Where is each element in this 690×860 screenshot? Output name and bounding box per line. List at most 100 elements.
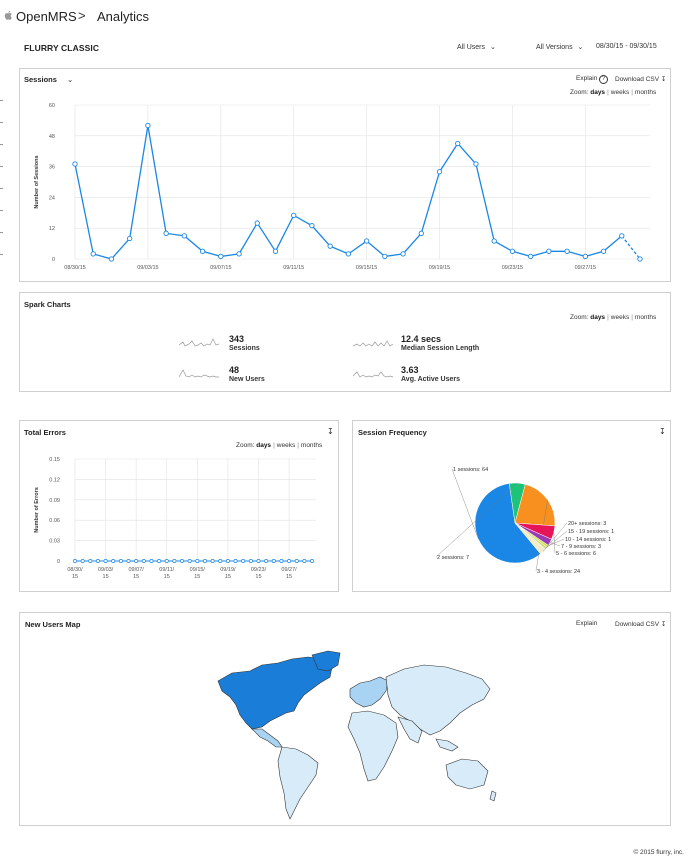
data-point bbox=[145, 122, 151, 129]
zoom-days[interactable]: days bbox=[256, 442, 272, 449]
download-csv-link[interactable]: Download CSV ↧ bbox=[615, 75, 666, 83]
zoom-weeks[interactable]: weeks bbox=[610, 89, 630, 96]
pie-label: 10 - 14 sessions: 1 bbox=[565, 537, 611, 543]
x-tick-year: 15 bbox=[194, 574, 200, 580]
x-tick-year: 15 bbox=[103, 574, 109, 580]
pie-leader-line bbox=[547, 538, 565, 547]
pie-leader-line bbox=[546, 530, 568, 549]
download-icon[interactable]: ↧ bbox=[327, 427, 334, 436]
section-title: FLURRY CLASSIC bbox=[24, 43, 100, 53]
spark-zoom: Zoom: days | weeks | months bbox=[570, 314, 657, 321]
data-point bbox=[382, 253, 388, 260]
pie-label: 1 sessions: 64 bbox=[453, 467, 488, 473]
y-axis-label: Number of Sessions bbox=[34, 155, 40, 208]
data-point bbox=[134, 559, 139, 563]
download-csv-link[interactable]: Download CSV ↧ bbox=[615, 620, 666, 628]
pie-label: 15 - 19 sessions: 1 bbox=[568, 529, 614, 535]
spark-line bbox=[179, 338, 220, 347]
zoom-weeks[interactable]: weeks bbox=[610, 314, 630, 321]
spark-label: New Users bbox=[229, 376, 265, 383]
data-point bbox=[546, 248, 552, 254]
map-region-greenland bbox=[311, 650, 341, 672]
zoom-days[interactable]: days bbox=[590, 314, 606, 321]
data-point bbox=[254, 220, 260, 226]
x-tick-year: 15 bbox=[255, 574, 261, 580]
x-tick-label: 09/15/15 bbox=[356, 265, 377, 271]
pie-label: 3 - 4 sessions: 24 bbox=[537, 569, 580, 575]
users-filter[interactable]: All Users ⌄ bbox=[457, 43, 496, 51]
data-point bbox=[80, 559, 85, 563]
data-point bbox=[218, 559, 223, 563]
explain-link[interactable]: Explain ? bbox=[576, 75, 609, 84]
x-tick-label: 09/27/15 bbox=[575, 265, 596, 271]
data-point bbox=[272, 248, 279, 254]
data-point bbox=[103, 559, 108, 563]
data-point bbox=[294, 559, 299, 563]
errors-title: Total Errors bbox=[24, 428, 66, 437]
data-point bbox=[236, 251, 242, 257]
zoom-label: Zoom: bbox=[236, 442, 255, 449]
map-region-asia bbox=[385, 664, 491, 736]
data-point bbox=[210, 559, 215, 563]
x-tick-year: 15 bbox=[133, 574, 139, 580]
errors-zoom: Zoom: days | weeks | months bbox=[236, 442, 323, 449]
zoom-months[interactable]: months bbox=[634, 314, 657, 321]
download-icon[interactable]: ↧ bbox=[659, 427, 666, 436]
zoom-weeks[interactable]: weeks bbox=[276, 442, 296, 449]
data-point bbox=[327, 243, 333, 249]
y-tick-label: 0 bbox=[52, 257, 55, 263]
data-point bbox=[157, 559, 162, 563]
data-point bbox=[180, 559, 184, 563]
zoom-months[interactable]: months bbox=[634, 89, 657, 96]
y-tick-label: 36 bbox=[49, 165, 55, 171]
x-tick-label: 09/27/ bbox=[281, 567, 297, 573]
data-point bbox=[73, 559, 77, 563]
y-tick-label: 0.03 bbox=[49, 539, 60, 545]
sessions-dropdown[interactable]: Sessions ⌄ bbox=[24, 75, 73, 84]
sessions-panel: Sessions ⌄ Explain ? Download CSV ↧ Zoom… bbox=[19, 68, 671, 282]
breadcrumb-chevron-icon: > bbox=[78, 8, 86, 23]
spark-label: Avg. Active Users bbox=[401, 376, 461, 383]
map-region-australia bbox=[445, 758, 489, 790]
zoom-days[interactable]: days bbox=[590, 89, 606, 96]
versions-filter[interactable]: All Versions ⌄ bbox=[536, 43, 583, 51]
data-point bbox=[233, 559, 238, 563]
data-point bbox=[181, 233, 188, 239]
data-point bbox=[310, 559, 314, 563]
x-tick-label: 09/23/ bbox=[251, 567, 267, 573]
data-point bbox=[279, 559, 284, 563]
map-region-new-zealand bbox=[489, 790, 497, 802]
pie-leader-line bbox=[451, 468, 479, 540]
app-name[interactable]: OpenMRS bbox=[16, 9, 77, 24]
zoom-months[interactable]: months bbox=[300, 442, 323, 449]
explain-link[interactable]: Explain bbox=[576, 620, 598, 627]
pie-label: 2 sessions: 7 bbox=[437, 555, 469, 561]
spark-charts-panel: Spark Charts Zoom: days | weeks | months 343… bbox=[19, 292, 671, 392]
date-range-picker[interactable]: 08/30/15 - 09/30/15 bbox=[596, 43, 657, 50]
footer-copyright: © 2015 flurry, inc. bbox=[633, 849, 684, 856]
page-title: Analytics bbox=[97, 9, 150, 24]
y-tick-label: 0.15 bbox=[49, 457, 60, 463]
x-tick-label: 09/11/ bbox=[159, 567, 174, 573]
data-point bbox=[302, 559, 307, 563]
errors-chart: 00.030.060.090.120.1508/30/1509/03/1509/… bbox=[34, 457, 316, 580]
data-point bbox=[187, 559, 192, 563]
x-tick-year: 15 bbox=[286, 574, 292, 580]
data-point bbox=[491, 238, 497, 244]
session-frequency-panel: Session Frequency ↧ 1 sessions: 64 2 sess… bbox=[352, 420, 671, 592]
data-point bbox=[163, 230, 169, 236]
explain-label: Explain bbox=[576, 75, 598, 82]
data-point bbox=[309, 222, 315, 229]
total-errors-panel: Total Errors ↧ Zoom: days | weeks | months 0… bbox=[19, 420, 339, 592]
data-point bbox=[600, 248, 607, 254]
data-point bbox=[218, 253, 224, 260]
data-point bbox=[271, 559, 276, 563]
y-tick-label: 0.06 bbox=[49, 518, 60, 524]
zoom-label: Zoom: bbox=[570, 314, 589, 321]
spark-value: 48 bbox=[229, 365, 240, 375]
data-point bbox=[256, 559, 261, 563]
x-tick-label: 09/03/15 bbox=[137, 265, 158, 271]
data-point bbox=[72, 161, 78, 167]
spark-label: Sessions bbox=[229, 345, 260, 352]
data-point bbox=[199, 248, 206, 254]
